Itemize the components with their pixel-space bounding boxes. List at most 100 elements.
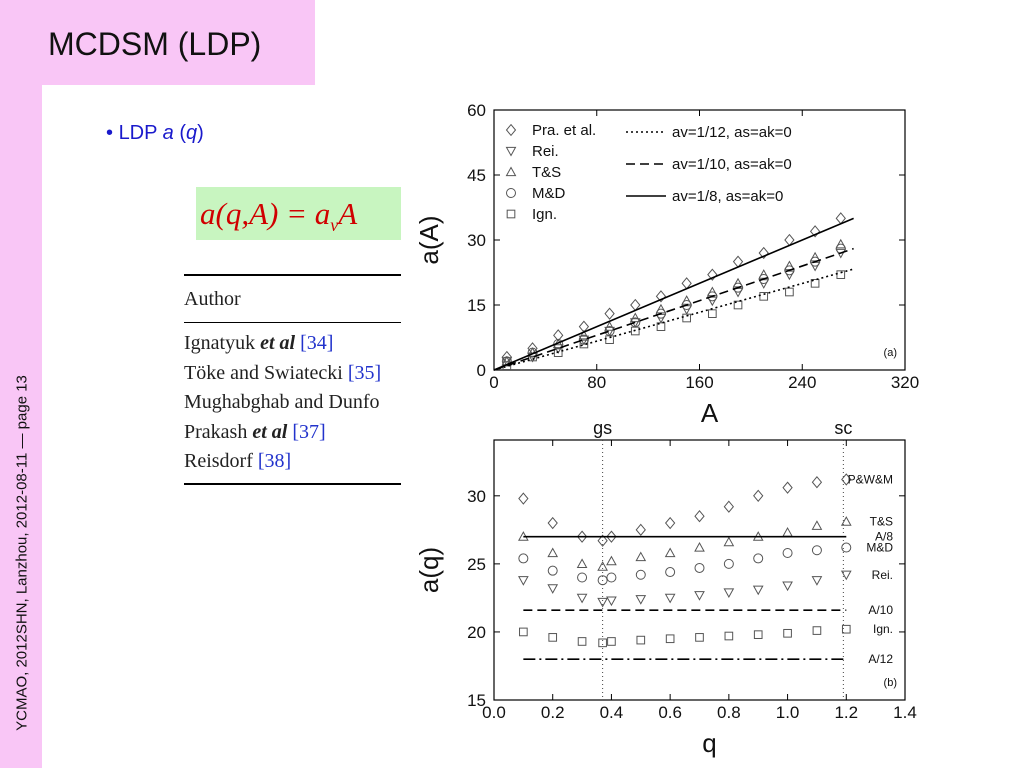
x-tick-label: 320: [891, 373, 919, 392]
marker: [782, 581, 793, 592]
y-axis-title: a(A): [414, 215, 444, 264]
legend-marker: [506, 209, 516, 219]
marker: [840, 570, 852, 581]
marker: [547, 547, 559, 558]
legend-marker: [505, 123, 517, 137]
marker: [753, 489, 764, 502]
marker: [664, 516, 676, 530]
x-tick-label: 0.2: [541, 703, 565, 722]
marker: [635, 551, 647, 562]
marker: [656, 322, 666, 331]
x-tick-label: 1.2: [834, 703, 858, 722]
marker: [606, 596, 617, 607]
et-al: et al: [260, 332, 296, 354]
slide-title: MCDSM (LDP): [48, 26, 262, 62]
table: Author Ignatyuk et al [34] Töke and Swiat…: [184, 274, 401, 485]
marker: [694, 591, 705, 601]
formula-text: A: [338, 196, 358, 231]
x-tick-label: 0.8: [717, 703, 741, 722]
marker: [840, 516, 852, 526]
x-tick-label: 0.4: [600, 703, 624, 722]
marker: [723, 588, 735, 598]
et-al: et al: [252, 420, 288, 443]
marker: [835, 238, 847, 249]
marker: [576, 530, 588, 543]
x-tick-label: 160: [685, 373, 713, 392]
marker: [733, 282, 744, 293]
marker: [785, 287, 794, 297]
marker: [810, 279, 820, 288]
marker: [597, 534, 608, 547]
marker: [630, 326, 640, 336]
reference: [37]: [287, 420, 326, 443]
marker: [579, 339, 589, 349]
y-axis-title: a(q): [414, 547, 444, 593]
legend-label: T&S: [532, 164, 561, 181]
marker: [758, 246, 769, 260]
legend-marker: [505, 166, 517, 177]
marker: [518, 492, 529, 505]
marker: [636, 635, 646, 645]
marker: [553, 348, 563, 357]
marker: [577, 572, 588, 583]
x-tick-label: 1.0: [776, 703, 800, 722]
marker: [665, 634, 675, 644]
author: Ignatyuk: [184, 332, 261, 354]
marker: [782, 481, 793, 494]
line: [493, 217, 854, 371]
marker: [597, 561, 608, 571]
panel-label: (b): [884, 677, 897, 689]
marker: [707, 268, 718, 281]
line: [493, 247, 854, 371]
legend-label: M&D: [532, 185, 566, 202]
formula-sub: v: [330, 215, 339, 236]
marker: [811, 520, 823, 530]
marker: [759, 292, 769, 301]
line: [493, 268, 854, 371]
x-tick-label: 240: [788, 373, 816, 392]
marker: [811, 476, 823, 489]
table-row: Töke and Swiatecki [35]: [184, 359, 401, 389]
marker: [606, 530, 617, 543]
marker: [598, 638, 607, 648]
marker: [810, 256, 821, 267]
marker: [605, 335, 614, 344]
marker: [708, 309, 717, 318]
reference: [35]: [342, 361, 382, 384]
marker: [553, 329, 564, 342]
marker: [629, 312, 641, 323]
marker: [655, 308, 666, 319]
marker: [597, 575, 608, 586]
marker: [784, 265, 795, 276]
table-body: Ignatyuk et al [34] Töke and Swiatecki [3…: [184, 323, 401, 485]
bullet-text: LDP: [118, 122, 163, 144]
legend-label: Rei.: [532, 143, 559, 160]
series-label: T&S: [870, 515, 893, 529]
marker: [809, 225, 821, 238]
marker: [841, 542, 852, 553]
marker: [835, 248, 847, 259]
y-tick-label: 45: [467, 166, 486, 185]
series-label: M&D: [866, 541, 893, 555]
table-row: Prakash et al [37]: [184, 418, 401, 448]
marker: [548, 633, 558, 642]
marker: [694, 562, 705, 573]
series-label: A/12: [868, 652, 893, 666]
marker: [518, 576, 529, 586]
marker: [501, 356, 512, 367]
marker: [655, 290, 667, 303]
reference: [34]: [295, 332, 334, 354]
plot-frame: [493, 439, 906, 701]
marker: [723, 536, 735, 547]
header-cell: Author: [184, 288, 241, 310]
marker: [519, 627, 528, 637]
bullet-text: q: [186, 122, 198, 144]
series-label: P&W&M: [848, 472, 893, 486]
marker: [707, 291, 718, 302]
marker: [664, 593, 676, 604]
bullet-text: a: [162, 122, 174, 144]
marker: [576, 558, 588, 568]
marker: [635, 595, 647, 605]
